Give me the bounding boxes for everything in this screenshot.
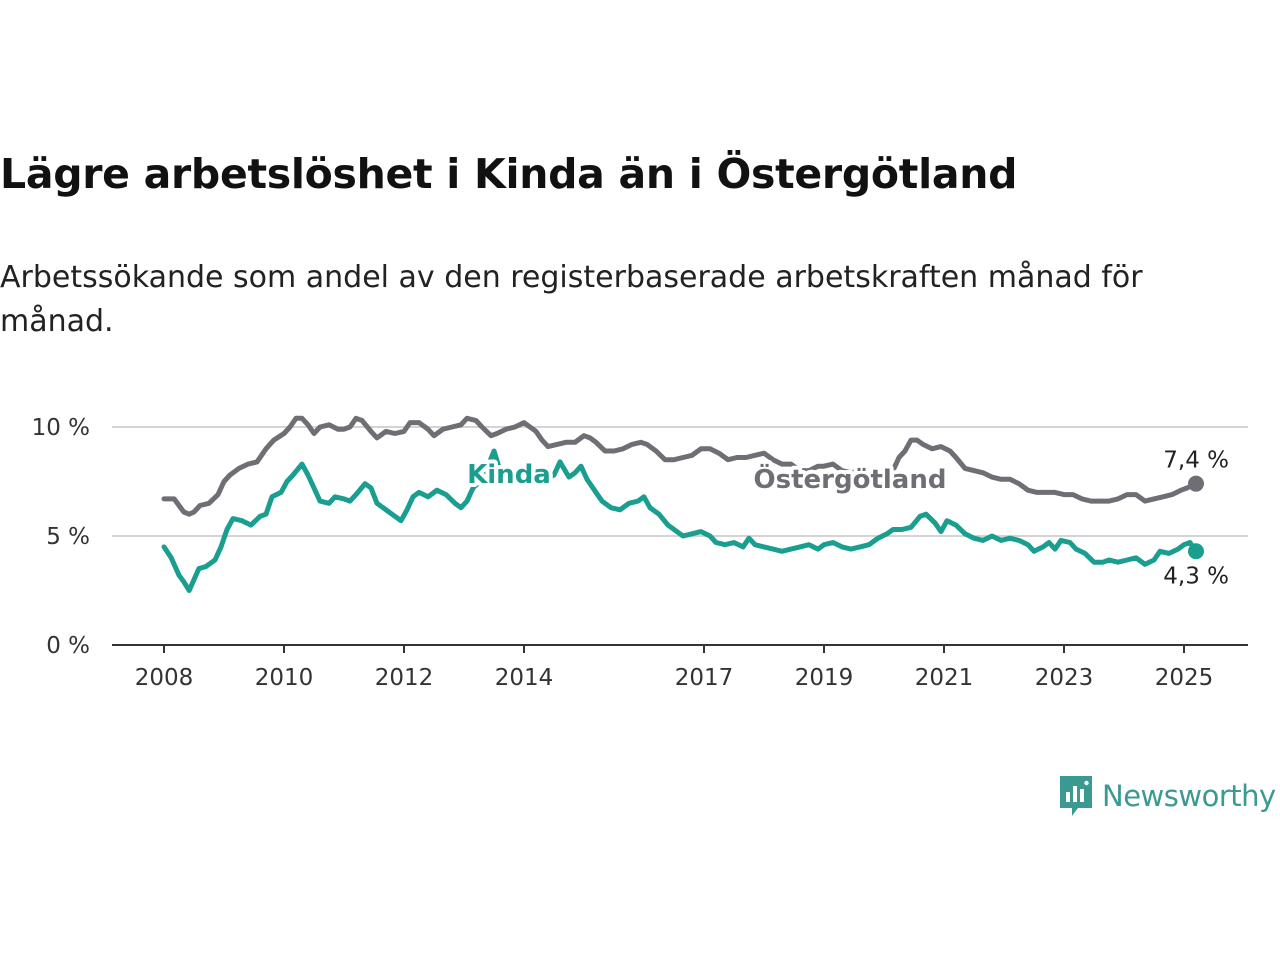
series-lines [161,415,1204,593]
series-end-marker [1188,475,1204,492]
x-tick-label: 2014 [495,665,554,691]
end-value-label: 7,4 % [1163,448,1229,474]
brand-name: Newsworthy [1102,779,1276,813]
x-tick-label: 2023 [1035,665,1094,691]
x-tick-label: 2025 [1155,665,1214,691]
y-tick-label: 5 % [46,524,90,550]
x-axis-ticks: 2008 2010 2012 2014 2017 2019 2021 2023 2025 [135,645,1214,691]
end-value-label: 4,3 % [1163,563,1229,589]
series-line-1 [161,448,1199,593]
series-label: Östergötland [754,462,947,495]
y-tick-label: 0 % [46,633,90,659]
y-axis-ticks: 0 % 5 % 10 % [32,415,90,659]
chart-title: Lägre arbetslöshet i Kinda än i Östergöt… [0,150,1018,198]
x-tick-label: 2021 [915,665,974,691]
newsworthy-logo: Newsworthy [1058,772,1276,820]
line-chart: 0 %5 %10 % 2008 2010 2012 2014 2017 2019 2021 2… [32,415,1248,691]
series-label-halo: Östergötland [754,462,947,495]
x-tick-label: 2010 [255,665,314,691]
x-tick-label: 2017 [675,665,734,691]
y-tick-label: 10 % [32,415,90,441]
chart-subtitle: Arbetssökande som andel av den registerb… [0,260,1143,339]
newsworthy-logo-icon [1060,776,1092,816]
x-tick-label: 2012 [375,665,434,691]
x-tick-label: 2008 [135,665,194,691]
x-tick-label: 2019 [795,665,854,691]
series-line-0 [161,415,1199,517]
series-label-halo: Kinda [467,460,551,490]
series-label: Kinda [467,460,551,490]
series-end-marker [1188,543,1204,560]
